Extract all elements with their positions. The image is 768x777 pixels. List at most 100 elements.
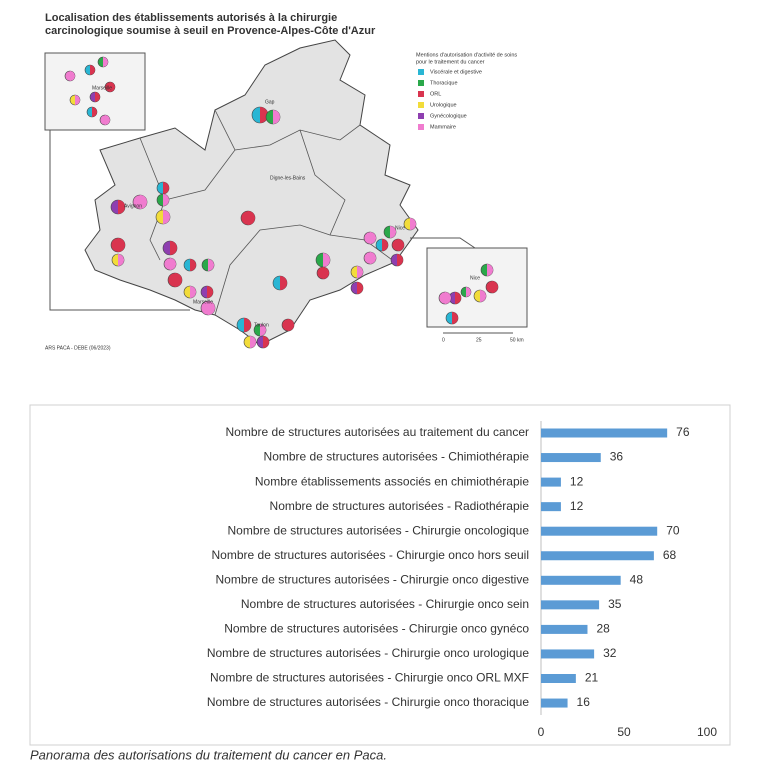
category-label: Nombre de structures autorisées - Chirur… xyxy=(210,671,529,685)
marker-slice xyxy=(410,218,416,230)
legend-label: ORL xyxy=(430,91,441,97)
marker-slice xyxy=(445,292,451,304)
marker-slice xyxy=(118,200,125,214)
marker-slice xyxy=(357,266,363,278)
marker-slice xyxy=(105,115,110,125)
legend-swatch xyxy=(418,91,424,97)
marker-slice xyxy=(323,253,330,267)
category-label: Nombre de structures autorisées - Chirur… xyxy=(228,523,530,537)
category-label: Nombre de structures autorisées - Chirur… xyxy=(207,646,529,660)
marker-slice xyxy=(250,336,256,348)
legend-title: Mentions d'autorisation d'activité de so… xyxy=(416,52,517,58)
markers xyxy=(64,56,499,349)
x-tick-label: 0 xyxy=(538,725,545,739)
caption: Panorama des autorisations du traitement… xyxy=(30,747,387,762)
marker-slice xyxy=(163,194,169,206)
city-label: Toulon xyxy=(254,322,269,328)
bar xyxy=(541,526,658,536)
category-label: Nombre de structures autorisées - Chirur… xyxy=(216,572,530,586)
city-label: Nice xyxy=(470,275,480,281)
marker-slice xyxy=(370,232,376,244)
bar xyxy=(541,624,588,634)
city-label: Gap xyxy=(265,99,275,105)
marker-slice xyxy=(492,281,498,293)
data-label: 48 xyxy=(630,572,644,586)
marker-slice xyxy=(280,276,287,290)
legend-swatch xyxy=(418,69,424,75)
data-label: 76 xyxy=(676,425,690,439)
marker-slice xyxy=(140,195,147,209)
marker-slice xyxy=(487,264,493,276)
category-label: Nombre de structures autorisées au trait… xyxy=(226,425,529,439)
city-label: Marseille xyxy=(193,299,213,305)
marker-slice xyxy=(248,211,255,225)
data-label: 35 xyxy=(608,597,622,611)
bar xyxy=(541,453,601,463)
map: Localisation des établissements autorisé… xyxy=(44,12,528,351)
legend-swatch xyxy=(418,80,424,86)
marker-slice xyxy=(207,286,213,298)
city-label: Avignon xyxy=(124,203,142,209)
legend: Viscérale et digestive Thoracique ORL Urolo… xyxy=(418,69,482,130)
legend-swatch xyxy=(418,113,424,119)
city-label: Digne-les-Bains xyxy=(270,175,306,181)
bar xyxy=(541,674,576,683)
bar xyxy=(541,551,654,561)
marker-slice xyxy=(175,273,182,287)
marker-slice xyxy=(397,254,403,266)
bar xyxy=(541,600,600,610)
map-title: Localisation des établissements autorisé… xyxy=(45,12,337,24)
data-label: 36 xyxy=(610,450,624,464)
data-label: 12 xyxy=(570,474,584,488)
data-label: 28 xyxy=(596,622,610,636)
marker-slice xyxy=(118,238,125,252)
marker-slice xyxy=(190,286,196,298)
category-label: Nombre de structures autorisées - Chirur… xyxy=(212,548,529,562)
data-label: 68 xyxy=(663,548,677,562)
inset-marseille xyxy=(44,52,146,131)
category-label: Nombre de structures autorisées - Radiot… xyxy=(270,499,530,513)
x-tick-label: 100 xyxy=(697,725,717,739)
legend-label: Urologique xyxy=(430,102,457,108)
marker-slice xyxy=(208,259,214,271)
marker-slice xyxy=(110,82,115,92)
chart-frame xyxy=(29,404,731,746)
city-label: Marseille xyxy=(92,85,112,91)
legend-swatch xyxy=(418,102,424,108)
scale-label: 0 xyxy=(442,337,445,343)
bar xyxy=(541,477,561,487)
category-label: Nombre de structures autorisées - Chirur… xyxy=(207,695,529,709)
marker-slice xyxy=(260,324,266,336)
marker-slice xyxy=(244,318,251,332)
marker-slice xyxy=(92,107,97,117)
marker-slice xyxy=(398,239,404,251)
legend-label: Viscérale et digestive xyxy=(430,69,482,75)
data-label: 16 xyxy=(577,695,591,709)
category-label: Nombre de structures autorisées - Chirur… xyxy=(224,622,529,636)
source: ARS PACA - DEBE (06/2023) xyxy=(45,345,111,351)
marker-slice xyxy=(103,57,108,67)
marker-slice xyxy=(357,282,363,294)
marker-slice xyxy=(370,252,376,264)
marker-slice xyxy=(208,301,215,315)
x-tick-label: 50 xyxy=(617,725,631,739)
city-label: Nice xyxy=(395,225,405,231)
marker-slice xyxy=(170,258,176,270)
data-label: 70 xyxy=(666,523,680,537)
map-title: carcinologique soumise à seuil en Proven… xyxy=(45,25,376,37)
marker-slice xyxy=(390,226,396,238)
data-label: 32 xyxy=(603,646,617,660)
data-label: 21 xyxy=(585,671,599,685)
marker-slice xyxy=(190,259,196,271)
bar xyxy=(541,502,561,512)
data-label: 12 xyxy=(570,499,584,513)
marker-slice xyxy=(90,65,95,75)
scale-label: 50 km xyxy=(510,337,524,343)
inset-nice xyxy=(426,247,528,328)
marker-slice xyxy=(323,267,329,279)
chart: 0 50 100 Nombre de structures autorisées au… xyxy=(207,421,717,739)
marker-slice xyxy=(480,290,486,302)
legend-label: Gynécologique xyxy=(430,113,467,119)
